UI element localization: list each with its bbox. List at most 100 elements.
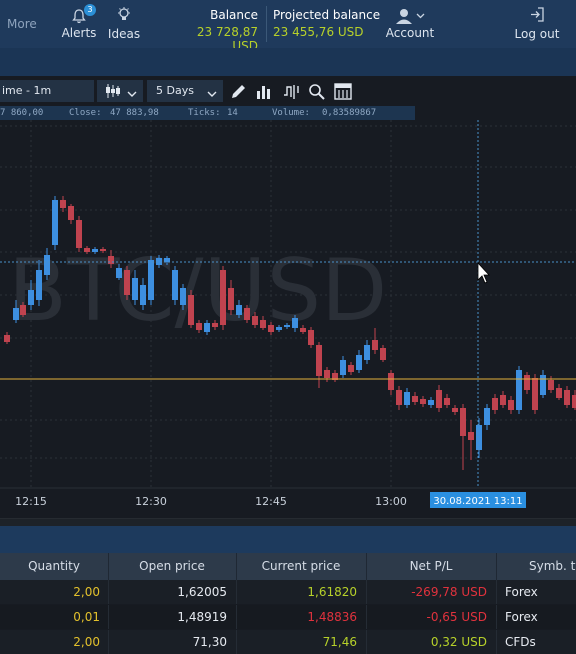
column-header-net-pl[interactable]: Net P/L xyxy=(366,553,497,580)
column-separator xyxy=(108,580,109,604)
more-menu[interactable]: More xyxy=(7,0,37,48)
candle-body xyxy=(300,328,306,332)
candlestick xyxy=(236,300,242,318)
candlestick xyxy=(172,266,178,305)
candle-body xyxy=(268,325,274,332)
symbol-type-cell: Forex xyxy=(505,610,538,624)
timeframe-select[interactable]: ime - 1m xyxy=(0,80,94,102)
candlestick xyxy=(332,370,338,382)
column-header-current-price[interactable]: Current price xyxy=(236,553,367,580)
fibonacci-icon[interactable] xyxy=(282,83,300,104)
candlestick xyxy=(4,332,10,344)
logout-button[interactable]: Log out xyxy=(514,0,560,48)
candlestick xyxy=(28,280,34,310)
positions-panel-header xyxy=(0,526,576,553)
candle-body xyxy=(340,360,346,375)
candlestick xyxy=(492,394,498,414)
chart-canvas[interactable]: BTC/USD 12:15 12:30 12:45 13:00 30.08.20… xyxy=(0,120,576,518)
projected-balance-label: Projected balance xyxy=(273,8,381,22)
candle-body xyxy=(468,432,474,440)
open-price-cell: 71,30 xyxy=(192,635,227,649)
candle-body xyxy=(204,323,210,332)
candle-body xyxy=(436,390,442,408)
positions-table-header: Quantity Open price Current price Net P/… xyxy=(0,553,576,580)
candlestick xyxy=(508,396,514,414)
time-axis-label: 12:30 xyxy=(135,495,167,508)
candlestick xyxy=(308,327,314,348)
column-separator xyxy=(236,580,237,604)
candlestick xyxy=(364,340,370,364)
candlestick xyxy=(84,246,90,254)
candlestick xyxy=(36,260,42,306)
time-axis-label: 13:00 xyxy=(375,495,407,508)
top-navigation-bar: More 3 Alerts Ideas Balance 23 728,87 US… xyxy=(0,0,576,53)
candlestick xyxy=(396,386,402,410)
account-menu[interactable]: Account xyxy=(386,0,434,48)
column-separator xyxy=(108,630,109,654)
column-header-quantity[interactable]: Quantity xyxy=(0,553,109,580)
candle-body xyxy=(220,270,226,325)
candle-body xyxy=(444,398,450,405)
candlestick xyxy=(44,248,50,280)
candlestick xyxy=(436,385,442,412)
logout-label: Log out xyxy=(514,27,560,41)
current-price-cell: 71,46 xyxy=(322,635,357,649)
quantity-cell: 2,00 xyxy=(73,585,100,599)
chart-type-select[interactable] xyxy=(97,80,143,102)
column-separator xyxy=(366,630,367,654)
candle-body xyxy=(156,258,162,265)
chart-header-bar xyxy=(0,48,576,76)
column-separator xyxy=(496,605,497,629)
column-separator xyxy=(236,605,237,629)
candlestick xyxy=(260,316,266,330)
table-row[interactable]: 2,00 1,62005 1,61820 -269,78 USD Forex xyxy=(0,580,576,604)
candle-body xyxy=(276,327,282,330)
candle-body xyxy=(476,425,482,450)
pencil-icon[interactable] xyxy=(230,83,247,104)
candle-body xyxy=(44,255,50,275)
column-separator xyxy=(236,630,237,654)
indicators-icon[interactable] xyxy=(256,83,273,104)
alerts-label: Alerts xyxy=(61,25,97,40)
table-row[interactable]: 0,01 1,48919 1,48836 -0,65 USD Forex xyxy=(0,605,576,629)
candle-body xyxy=(484,408,490,425)
candlestick xyxy=(484,404,490,430)
candlestick xyxy=(124,266,130,300)
candle-body xyxy=(356,355,362,370)
candlestick xyxy=(220,266,226,330)
account-label: Account xyxy=(385,26,435,40)
candle-body xyxy=(172,270,178,300)
column-header-symbol-type[interactable]: Symb. ty xyxy=(529,559,576,573)
candle-body xyxy=(132,278,138,300)
projected-balance-block: Projected balance 23 455,76 USD xyxy=(273,8,380,39)
period-select[interactable]: 5 Days xyxy=(147,80,223,102)
candle-body xyxy=(428,400,434,405)
candle-body xyxy=(52,200,58,245)
candlestick xyxy=(52,196,58,250)
column-header-open-price[interactable]: Open price xyxy=(108,553,237,580)
net-pl-cell: -0,65 USD xyxy=(426,610,487,624)
alerts-button[interactable]: 3 Alerts xyxy=(60,0,98,48)
time-axis-label: 12:15 xyxy=(15,495,47,508)
panel-splitter[interactable] xyxy=(0,518,576,526)
candle-body xyxy=(212,323,218,327)
candlestick xyxy=(116,264,122,280)
period-value: 5 Days xyxy=(156,84,194,97)
logout-icon xyxy=(529,7,545,25)
candle-body xyxy=(324,370,330,378)
candlestick xyxy=(556,384,562,400)
calendar-icon[interactable] xyxy=(334,82,352,104)
candle-body xyxy=(116,268,122,278)
table-row[interactable]: 2,00 71,30 71,46 0,32 USD CFDs xyxy=(0,630,576,654)
candlestick xyxy=(212,320,218,330)
candle-body xyxy=(20,305,26,315)
volume-value: 0,83589867 xyxy=(322,108,377,118)
balance-block: Balance 23 728,87 USD xyxy=(172,8,258,53)
candle-body xyxy=(452,408,458,412)
quantity-cell: 0,01 xyxy=(73,610,100,624)
candle-body xyxy=(420,399,426,404)
price-chart[interactable]: BTC/USD 12:15 12:30 12:45 13:00 30.08.20… xyxy=(0,120,576,518)
candlestick xyxy=(108,250,114,268)
search-icon[interactable] xyxy=(308,83,325,104)
ideas-button[interactable]: Ideas xyxy=(108,0,140,48)
